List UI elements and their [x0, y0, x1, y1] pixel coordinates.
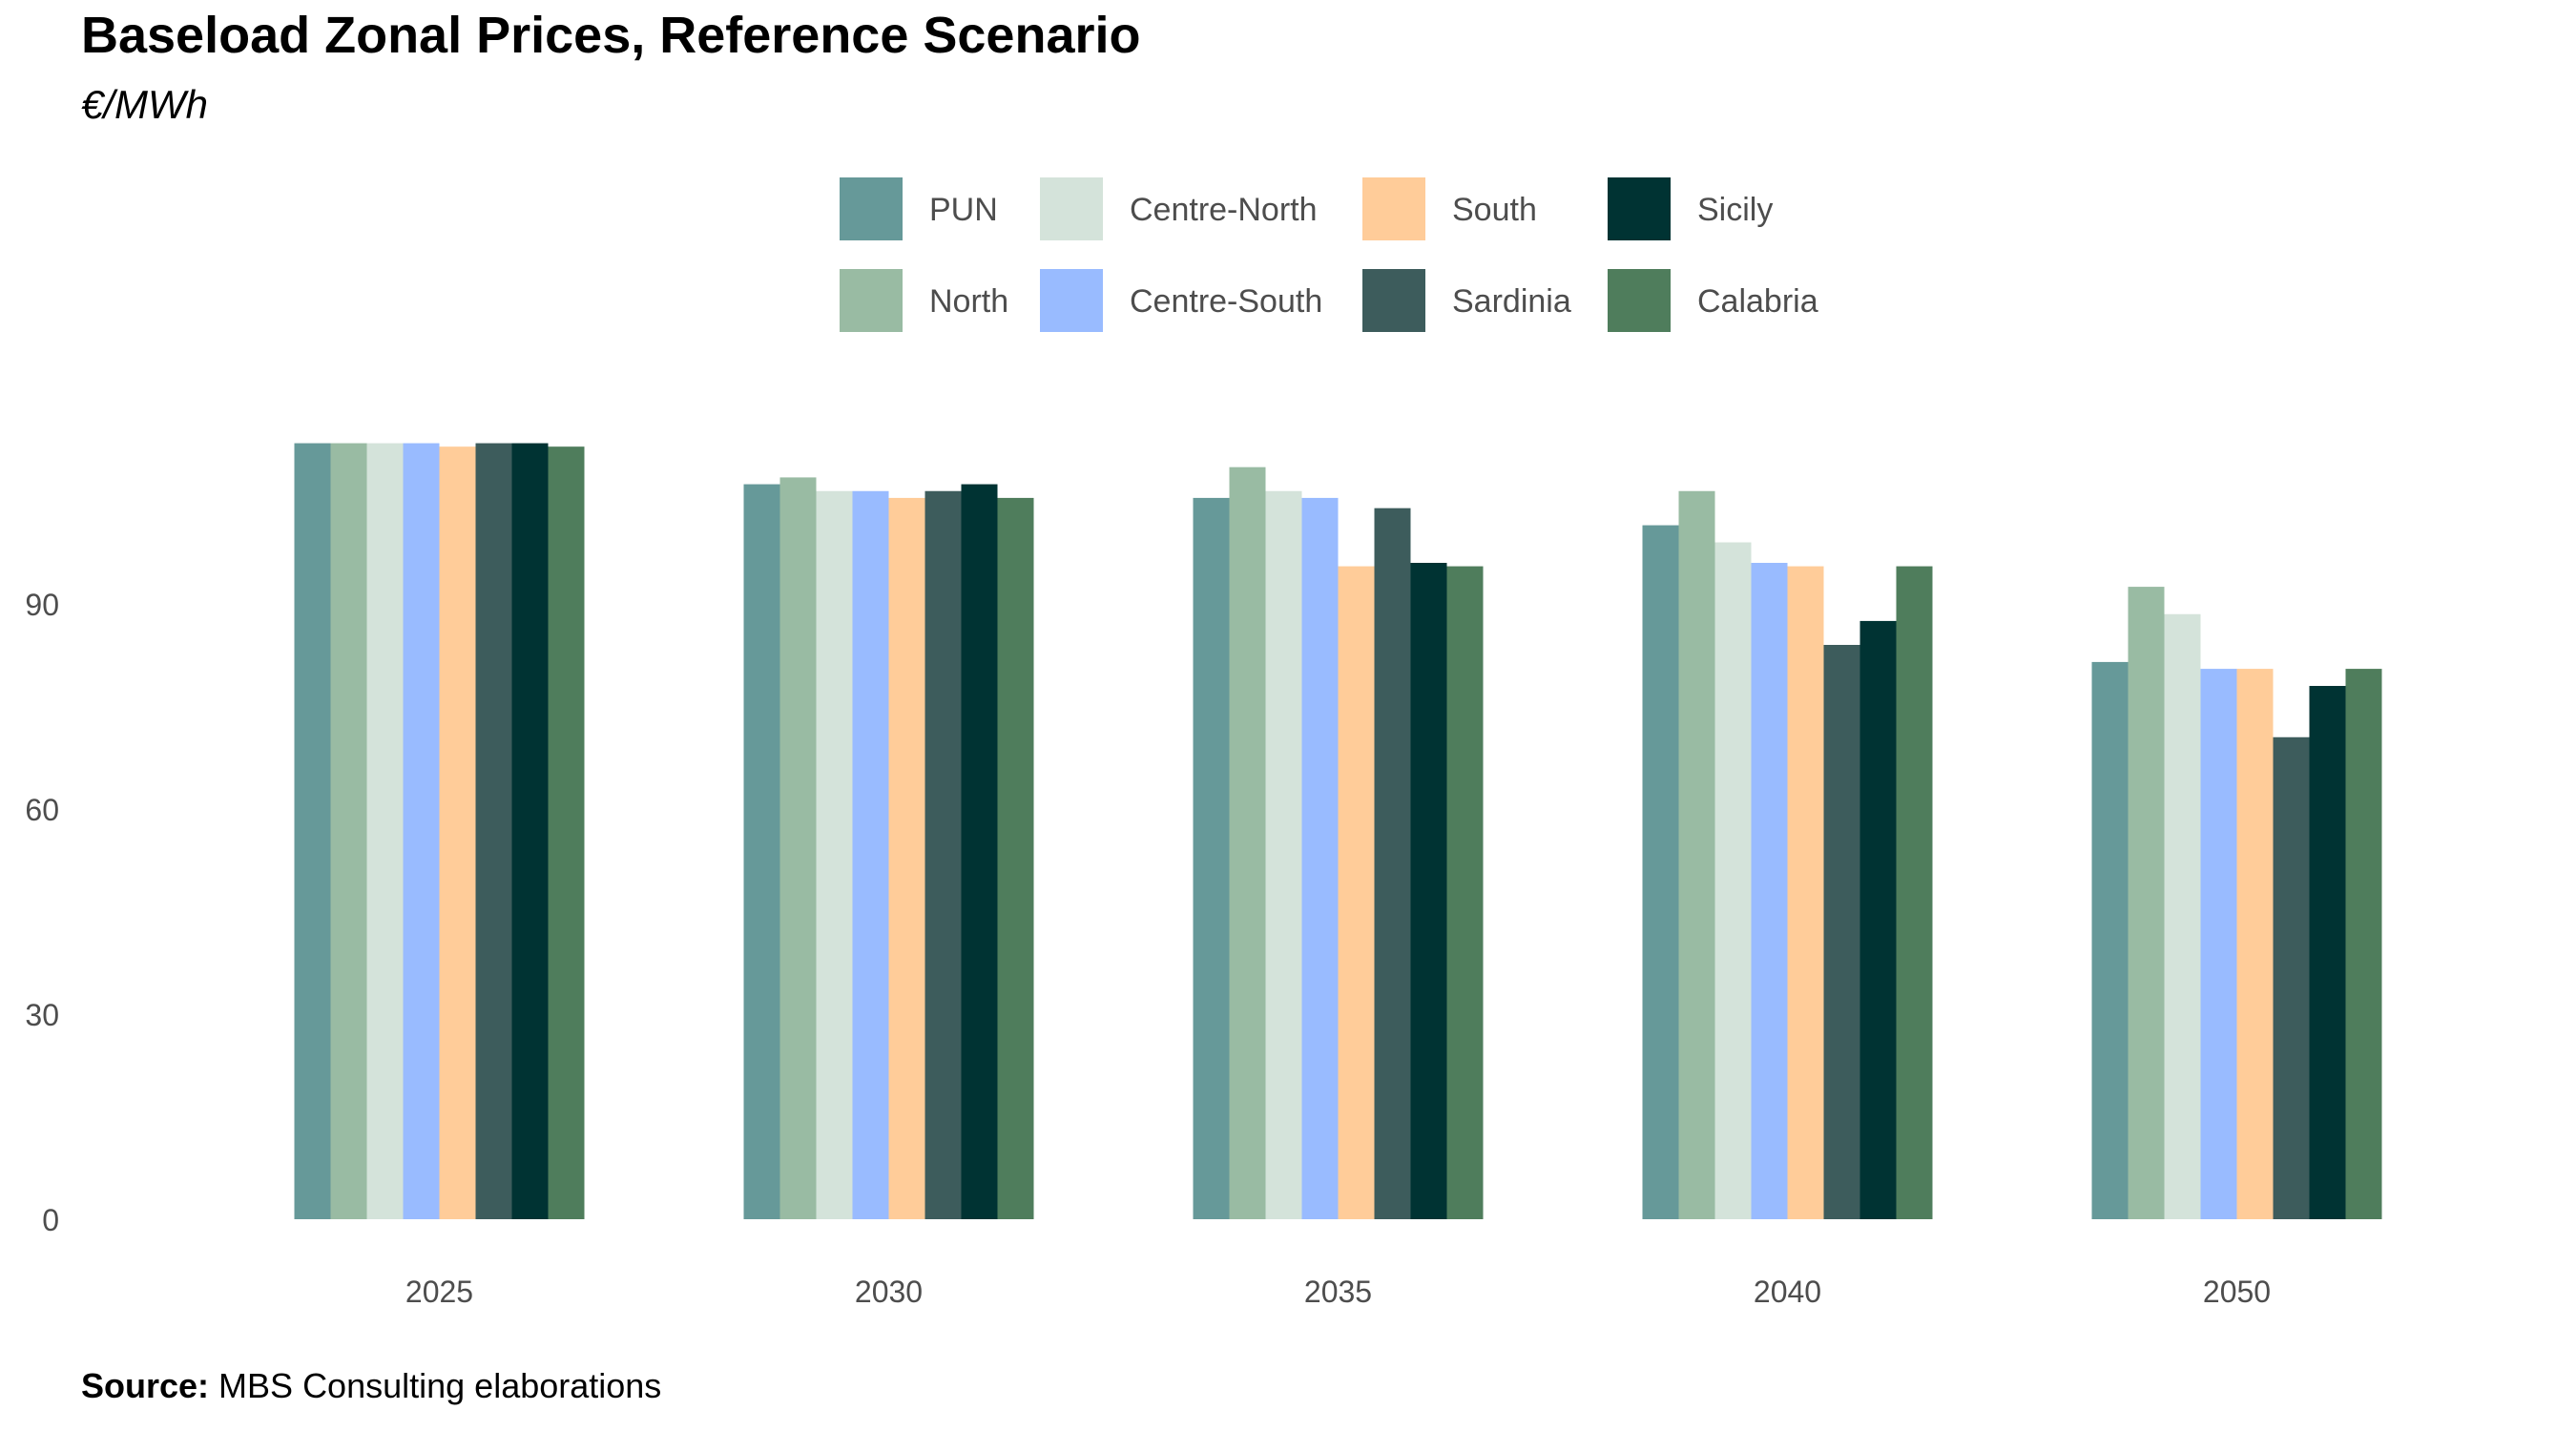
- y-axis: 0 30 60 90: [25, 588, 59, 1237]
- bar-calabria-2040: [1896, 566, 1933, 1219]
- bar-sardinia-2025: [475, 443, 512, 1219]
- bar-south-2035: [1338, 566, 1375, 1219]
- bar-calabria-2035: [1446, 566, 1484, 1219]
- bar-south-2025: [439, 446, 476, 1220]
- x-tick-label: 2040: [1754, 1275, 1821, 1309]
- legend-key-pun: [840, 177, 903, 240]
- x-tick-label: 2030: [855, 1275, 923, 1309]
- bar-centre-south-2025: [403, 443, 440, 1219]
- legend-key-sardinia: [1362, 269, 1425, 332]
- legend-label: Calabria: [1697, 283, 1818, 320]
- bar-north-2035: [1229, 467, 1266, 1220]
- bar-south-2050: [2236, 669, 2274, 1219]
- bar-sicily-2050: [2309, 686, 2346, 1219]
- bar-sicily-2025: [511, 443, 549, 1219]
- bar-centre-north-2035: [1265, 490, 1302, 1219]
- bar-pun-2035: [1193, 497, 1230, 1219]
- bar-sicily-2035: [1410, 563, 1447, 1219]
- chart-title: Baseload Zonal Prices, Reference Scenari…: [81, 7, 1141, 64]
- bar-centre-south-2030: [852, 490, 889, 1219]
- bar-sardinia-2030: [924, 490, 962, 1219]
- legend-label: Centre-South: [1130, 283, 1322, 320]
- bar-centre-north-2025: [366, 443, 404, 1219]
- bar-sardinia-2035: [1374, 508, 1411, 1219]
- bar-sicily-2030: [961, 484, 998, 1219]
- bar-pun-2030: [743, 484, 780, 1219]
- bar-centre-north-2040: [1714, 542, 1752, 1219]
- bars: [294, 443, 2382, 1220]
- caption-label: Source:: [81, 1366, 210, 1405]
- x-axis: 2025 2030 2035 2040 2050: [405, 1275, 2271, 1309]
- legend-key-sicily: [1608, 177, 1671, 240]
- y-tick-label: 0: [42, 1203, 59, 1237]
- bar-sicily-2040: [1859, 620, 1897, 1219]
- bar-calabria-2050: [2345, 669, 2382, 1219]
- bar-centre-north-2050: [2164, 613, 2201, 1219]
- bar-south-2030: [888, 497, 925, 1219]
- legend-key-centre-north: [1040, 177, 1103, 240]
- caption-text: MBS Consulting elaborations: [209, 1366, 662, 1405]
- chart-subtitle: €/MWh: [81, 82, 209, 127]
- legend-label: Sicily: [1697, 192, 1773, 228]
- bar-centre-south-2035: [1301, 497, 1339, 1219]
- bar-sardinia-2050: [2273, 736, 2310, 1219]
- bar-south-2040: [1787, 566, 1824, 1219]
- bar-centre-south-2050: [2200, 669, 2237, 1219]
- legend-label: North: [929, 283, 1008, 320]
- bar-calabria-2025: [548, 446, 585, 1220]
- bar-pun-2040: [1642, 525, 1679, 1219]
- bar-north-2040: [1678, 490, 1715, 1219]
- bar-sardinia-2040: [1823, 645, 1860, 1219]
- x-tick-label: 2035: [1304, 1275, 1372, 1309]
- legend-key-south: [1362, 177, 1425, 240]
- y-tick-label: 30: [25, 998, 59, 1032]
- legend-label: South: [1452, 192, 1537, 228]
- bar-pun-2025: [294, 443, 331, 1219]
- y-tick-label: 90: [25, 588, 59, 622]
- legend-key-north: [840, 269, 903, 332]
- y-tick-label: 60: [25, 793, 59, 827]
- bar-pun-2050: [2091, 661, 2129, 1219]
- bar-north-2050: [2128, 587, 2165, 1219]
- legend-key-calabria: [1608, 269, 1671, 332]
- chart-legend: PUN Centre-North South Sicily North Centre-So…: [840, 177, 1818, 332]
- legend-label: PUN: [929, 192, 998, 228]
- bar-calabria-2030: [997, 497, 1034, 1219]
- legend-label: Centre-North: [1130, 192, 1318, 228]
- bar-centre-south-2040: [1751, 563, 1788, 1219]
- bar-north-2025: [330, 443, 367, 1219]
- legend-key-centre-south: [1040, 269, 1103, 332]
- bar-centre-north-2030: [816, 490, 853, 1219]
- x-tick-label: 2025: [405, 1275, 473, 1309]
- bar-north-2030: [779, 477, 817, 1220]
- x-tick-label: 2050: [2203, 1275, 2271, 1309]
- chart-caption: Source: MBS Consulting elaborations: [81, 1366, 661, 1406]
- legend-label: Sardinia: [1452, 283, 1571, 320]
